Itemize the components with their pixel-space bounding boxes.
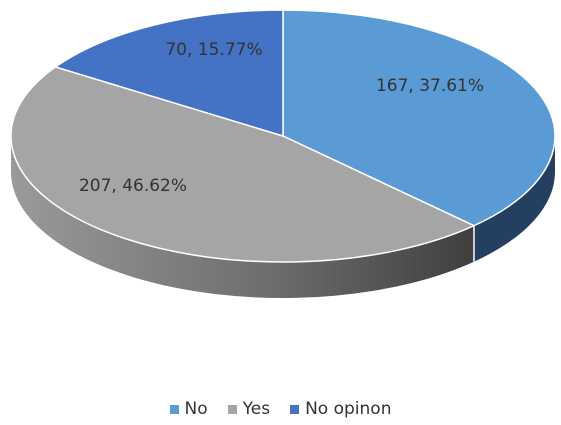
chart-legend: No Yes No opinon bbox=[0, 399, 561, 419]
legend-swatch bbox=[290, 404, 300, 414]
legend-swatch bbox=[227, 404, 237, 414]
legend-label: No opinon bbox=[305, 399, 392, 419]
pie-top-faces bbox=[10, 9, 556, 263]
pie-slice-no bbox=[282, 9, 556, 227]
legend-label: Yes bbox=[242, 399, 271, 419]
legend-swatch bbox=[169, 404, 179, 414]
data-label-yes: 207, 46.62% bbox=[79, 176, 187, 196]
pie-data-labels: 167, 37.61% 207, 46.62% 70, 15.77% bbox=[79, 40, 484, 196]
legend-label: No bbox=[184, 399, 208, 419]
pie-side-no bbox=[473, 136, 555, 262]
pie-slice-no-opinon bbox=[54, 9, 284, 137]
data-label-no-opinon: 70, 15.77% bbox=[165, 40, 262, 60]
legend-item-yes: Yes bbox=[227, 399, 271, 419]
legend-item-no: No bbox=[169, 399, 208, 419]
data-label-no: 167, 37.61% bbox=[376, 76, 484, 96]
pie-slice-yes bbox=[10, 66, 475, 263]
legend-item-no-opinon: No opinon bbox=[290, 399, 391, 419]
